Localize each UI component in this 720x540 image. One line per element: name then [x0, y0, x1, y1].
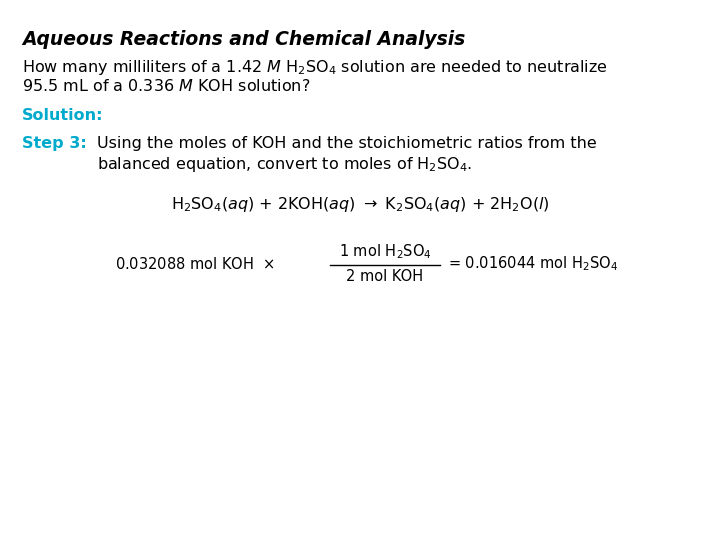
Text: How many milliliters of a 1.42 $\it{M}$ H$_2$SO$_4$ solution are needed to neutr: How many milliliters of a 1.42 $\it{M}$ … — [22, 58, 608, 77]
Text: H$_2$SO$_4$($\it{aq}$) + 2KOH($\it{aq}$) $\rightarrow$ K$_2$SO$_4$($\it{aq}$) + : H$_2$SO$_4$($\it{aq}$) + 2KOH($\it{aq}$)… — [171, 195, 549, 214]
Text: 2 mol KOH: 2 mol KOH — [346, 269, 423, 284]
Text: balanced equation, convert to moles of H$_2$SO$_4$.: balanced equation, convert to moles of H… — [97, 155, 472, 174]
Text: Using the moles of KOH and the stoichiometric ratios from the: Using the moles of KOH and the stoichiom… — [97, 136, 597, 151]
Text: 0.032088 mol KOH  $\times$: 0.032088 mol KOH $\times$ — [115, 256, 275, 272]
Text: Solution:: Solution: — [22, 108, 104, 123]
Text: 1 mol H$_2$SO$_4$: 1 mol H$_2$SO$_4$ — [338, 242, 431, 261]
Text: Aqueous Reactions and Chemical Analysis: Aqueous Reactions and Chemical Analysis — [22, 30, 465, 49]
Text: 95.5 mL of a 0.336 $\it{M}$ KOH solution?: 95.5 mL of a 0.336 $\it{M}$ KOH solution… — [22, 78, 310, 94]
Text: Step 3:: Step 3: — [22, 136, 86, 151]
Text: = 0.016044 mol H$_2$SO$_4$: = 0.016044 mol H$_2$SO$_4$ — [448, 255, 618, 273]
